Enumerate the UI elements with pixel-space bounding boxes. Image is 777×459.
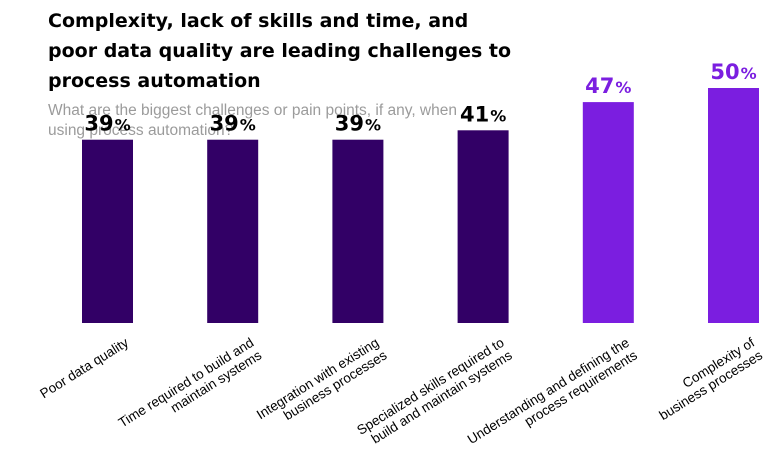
category-label-line: Poor data quality — [37, 335, 131, 402]
bar-5 — [582, 102, 634, 323]
bar-value-label-6: 50% — [710, 60, 756, 84]
category-label-line: Time required to build and — [116, 335, 257, 431]
bar-value-label-1: 39% — [84, 112, 130, 136]
bar-value-label-2: 39% — [210, 112, 256, 136]
bar-3 — [332, 139, 384, 323]
bar-value-label-4: 41% — [460, 102, 506, 126]
bar-value-label-3: 39% — [335, 112, 381, 136]
bar-value-label-5: 47% — [585, 74, 631, 98]
chart-subtitle: What are the biggest challenges or pain … — [48, 102, 457, 139]
chart-title: Complexity, lack of skills and time, and… — [48, 10, 512, 92]
bar-1 — [82, 139, 133, 323]
category-label-line: Integration with existing — [254, 335, 382, 422]
bar-6 — [708, 88, 759, 323]
bar-4 — [457, 130, 509, 323]
bar-2 — [207, 139, 259, 323]
category-label-1: Poor data quality — [37, 335, 131, 402]
